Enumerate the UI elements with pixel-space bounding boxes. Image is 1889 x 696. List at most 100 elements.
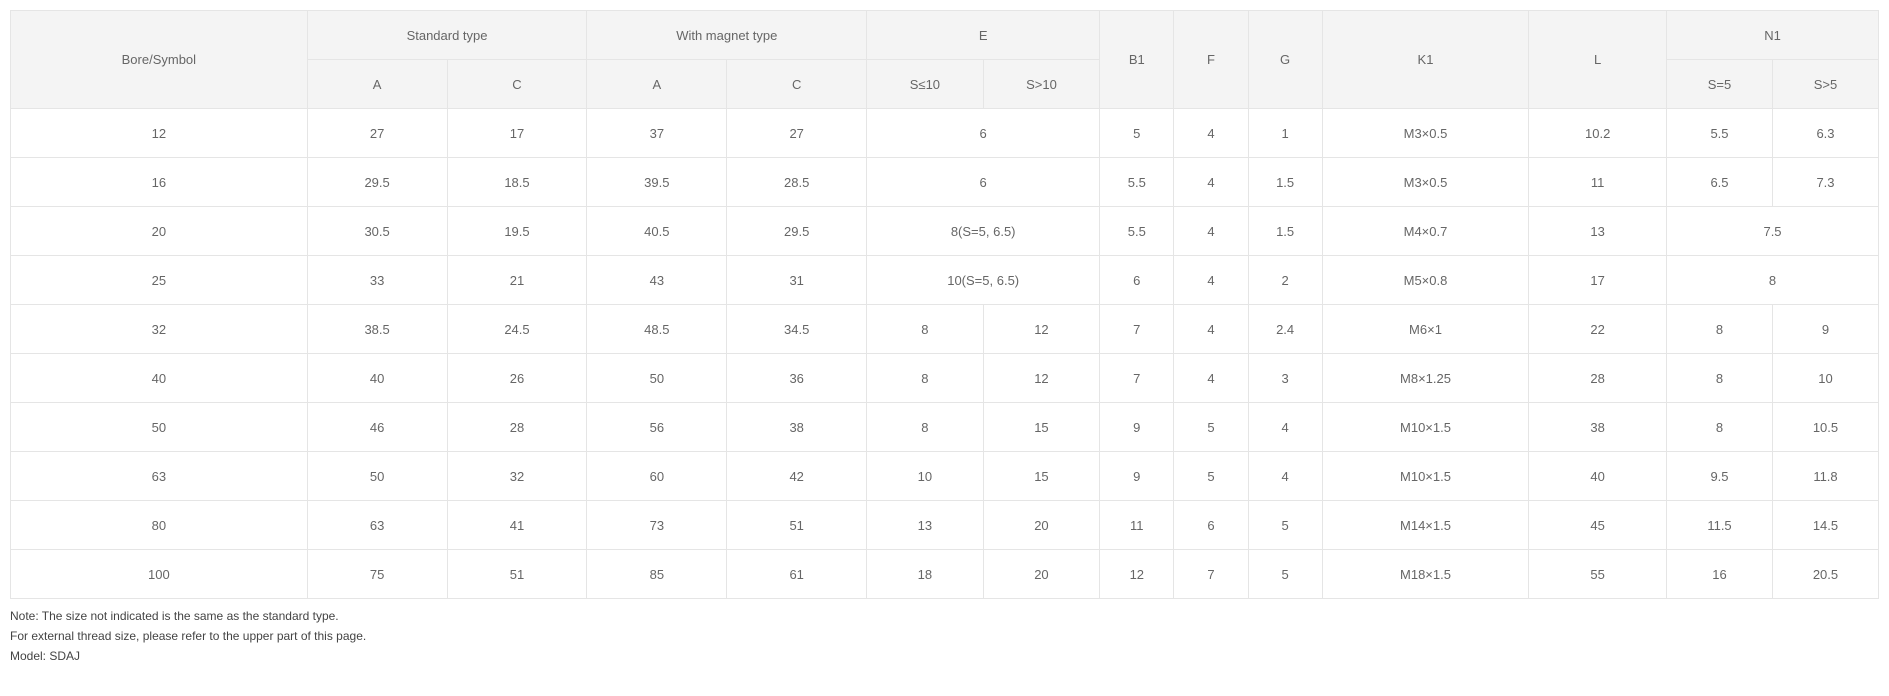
table-cell: 56 xyxy=(587,403,727,452)
col-b1: B1 xyxy=(1100,11,1174,109)
table-cell: 60 xyxy=(587,452,727,501)
table-cell: 19.5 xyxy=(447,207,587,256)
table-row: 2030.519.540.529.58(S=5, 6.5)5.541.5M4×0… xyxy=(11,207,1879,256)
table-row: 1629.518.539.528.565.541.5M3×0.5116.57.3 xyxy=(11,158,1879,207)
table-cell: 63 xyxy=(307,501,447,550)
col-n1: N1 xyxy=(1667,11,1879,60)
table-cell: 8 xyxy=(867,305,984,354)
table-cell: 4 xyxy=(1174,109,1248,158)
table-cell: 5 xyxy=(1248,501,1322,550)
table-cell: 55 xyxy=(1529,550,1667,599)
table-cell: 4 xyxy=(1174,354,1248,403)
table-cell: 6 xyxy=(867,158,1100,207)
col-mag-a: A xyxy=(587,60,727,109)
note-line-2: For external thread size, please refer t… xyxy=(10,629,1879,643)
table-cell: 32 xyxy=(447,452,587,501)
table-cell: 4 xyxy=(1174,305,1248,354)
table-cell: M3×0.5 xyxy=(1322,109,1529,158)
table-row: 4040265036812743M8×1.2528810 xyxy=(11,354,1879,403)
table-cell: 28 xyxy=(447,403,587,452)
table-cell: 12 xyxy=(983,354,1100,403)
table-cell: 4 xyxy=(1174,207,1248,256)
col-magnet: With magnet type xyxy=(587,11,867,60)
col-e: E xyxy=(867,11,1100,60)
table-cell: 80 xyxy=(11,501,308,550)
table-row: 806341735113201165M14×1.54511.514.5 xyxy=(11,501,1879,550)
table-cell: 6.3 xyxy=(1772,109,1878,158)
table-row: 63503260421015954M10×1.5409.511.8 xyxy=(11,452,1879,501)
table-cell: 9 xyxy=(1772,305,1878,354)
col-std-c: C xyxy=(447,60,587,109)
table-cell: 24.5 xyxy=(447,305,587,354)
table-cell: 8(S=5, 6.5) xyxy=(867,207,1100,256)
table-cell: 8 xyxy=(867,354,984,403)
table-cell: 8 xyxy=(1667,403,1773,452)
table-cell: 15 xyxy=(983,403,1100,452)
table-cell: 45 xyxy=(1529,501,1667,550)
table-cell: 20 xyxy=(983,550,1100,599)
table-cell: 32 xyxy=(11,305,308,354)
table-cell: 5 xyxy=(1174,452,1248,501)
table-cell: 14.5 xyxy=(1772,501,1878,550)
table-cell: 13 xyxy=(1529,207,1667,256)
table-cell: 4 xyxy=(1174,256,1248,305)
col-e-sgt10: S>10 xyxy=(983,60,1100,109)
table-cell: M10×1.5 xyxy=(1322,403,1529,452)
table-cell: 38.5 xyxy=(307,305,447,354)
table-cell: 28 xyxy=(1529,354,1667,403)
table-cell: 38 xyxy=(1529,403,1667,452)
table-cell: 50 xyxy=(587,354,727,403)
table-cell: 4 xyxy=(1174,158,1248,207)
table-cell: 5 xyxy=(1248,550,1322,599)
table-row: 12271737276541M3×0.510.25.56.3 xyxy=(11,109,1879,158)
col-bore: Bore/Symbol xyxy=(11,11,308,109)
table-cell: 6 xyxy=(1174,501,1248,550)
table-cell: 7 xyxy=(1100,305,1174,354)
table-cell: 18 xyxy=(867,550,984,599)
table-cell: 50 xyxy=(11,403,308,452)
table-cell: 10(S=5, 6.5) xyxy=(867,256,1100,305)
table-cell: 9.5 xyxy=(1667,452,1773,501)
table-cell: 4 xyxy=(1248,403,1322,452)
table-cell: 10 xyxy=(1772,354,1878,403)
table-body: 12271737276541M3×0.510.25.56.31629.518.5… xyxy=(11,109,1879,599)
table-cell: 22 xyxy=(1529,305,1667,354)
table-cell: 39.5 xyxy=(587,158,727,207)
table-cell: 10.2 xyxy=(1529,109,1667,158)
col-l: L xyxy=(1529,11,1667,109)
table-cell: 5 xyxy=(1174,403,1248,452)
table-cell: 5 xyxy=(1100,109,1174,158)
table-cell: 85 xyxy=(587,550,727,599)
table-cell: M18×1.5 xyxy=(1322,550,1529,599)
table-cell: 8 xyxy=(1667,354,1773,403)
col-n1-s5: S=5 xyxy=(1667,60,1773,109)
table-cell: M4×0.7 xyxy=(1322,207,1529,256)
table-cell: 17 xyxy=(1529,256,1667,305)
table-cell: 41 xyxy=(447,501,587,550)
table-cell: 12 xyxy=(1100,550,1174,599)
table-cell: 40 xyxy=(11,354,308,403)
table-cell: 31 xyxy=(727,256,867,305)
table-cell: 25 xyxy=(11,256,308,305)
table-cell: 63 xyxy=(11,452,308,501)
table-cell: 51 xyxy=(447,550,587,599)
table-cell: 75 xyxy=(307,550,447,599)
notes-block: Note: The size not indicated is the same… xyxy=(10,609,1879,663)
table-cell: 5.5 xyxy=(1667,109,1773,158)
col-k1: K1 xyxy=(1322,11,1529,109)
table-cell: M14×1.5 xyxy=(1322,501,1529,550)
table-cell: 43 xyxy=(587,256,727,305)
dimensions-table: Bore/Symbol Standard type With magnet ty… xyxy=(10,10,1879,599)
table-cell: 6.5 xyxy=(1667,158,1773,207)
table-cell: 11 xyxy=(1100,501,1174,550)
table-cell: 51 xyxy=(727,501,867,550)
table-cell: 8 xyxy=(1667,256,1879,305)
note-line-3: Model: SDAJ xyxy=(10,649,1879,663)
table-cell: 20 xyxy=(983,501,1100,550)
table-cell: 33 xyxy=(307,256,447,305)
table-cell: 10 xyxy=(867,452,984,501)
table-cell: 30.5 xyxy=(307,207,447,256)
table-cell: 2.4 xyxy=(1248,305,1322,354)
note-line-1: Note: The size not indicated is the same… xyxy=(10,609,1879,623)
table-cell: 16 xyxy=(1667,550,1773,599)
